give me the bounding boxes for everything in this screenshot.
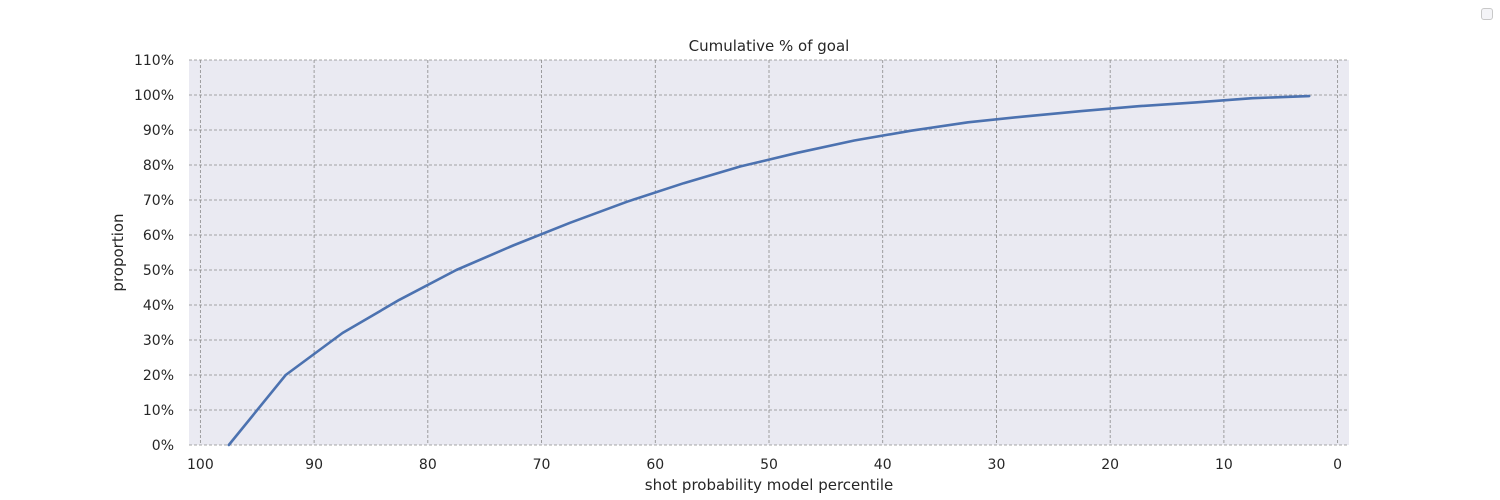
y-tick-labels: 0% 10% 20% 30% 40% 50% 60% 70% 80% 90% 100% 110% [134,53,174,454]
series-group [227,94,1311,447]
legend-box [1481,8,1493,20]
y-gridlines [189,59,1349,446]
y-tick-label: 80% [143,158,174,174]
x-tick-label: 0 [1333,457,1342,473]
x-tick-label: 100 [187,457,214,473]
x-gridlines [199,60,1339,445]
y-tick-label: 30% [143,333,174,349]
chart-title: Cumulative % of goal [689,37,850,55]
x-tick-label: 60 [646,457,664,473]
y-tick-label: 10% [143,403,174,419]
x-tick-label: 70 [533,457,551,473]
y-tick-label: 40% [143,298,174,314]
x-tick-labels: 100 90 80 70 60 50 40 30 20 10 0 [187,457,1342,473]
x-tick-label: 80 [419,457,437,473]
y-tick-label: 50% [143,263,174,279]
y-tick-label: 110% [134,53,174,69]
y-axis-title: proportion [109,213,127,291]
x-tick-label: 10 [1215,457,1233,473]
y-tick-label: 90% [143,123,174,139]
x-tick-label: 50 [760,457,778,473]
y-tick-label: 60% [143,228,174,244]
x-tick-label: 40 [874,457,892,473]
x-tick-label: 90 [305,457,323,473]
series-line [227,94,1311,447]
y-tick-label: 0% [152,438,174,454]
x-tick-label: 20 [1101,457,1119,473]
x-tick-label: 30 [988,457,1006,473]
y-tick-label: 100% [134,88,174,104]
y-tick-label: 70% [143,193,174,209]
y-tick-label: 20% [143,368,174,384]
x-axis-title: shot probability model percentile [645,476,893,494]
